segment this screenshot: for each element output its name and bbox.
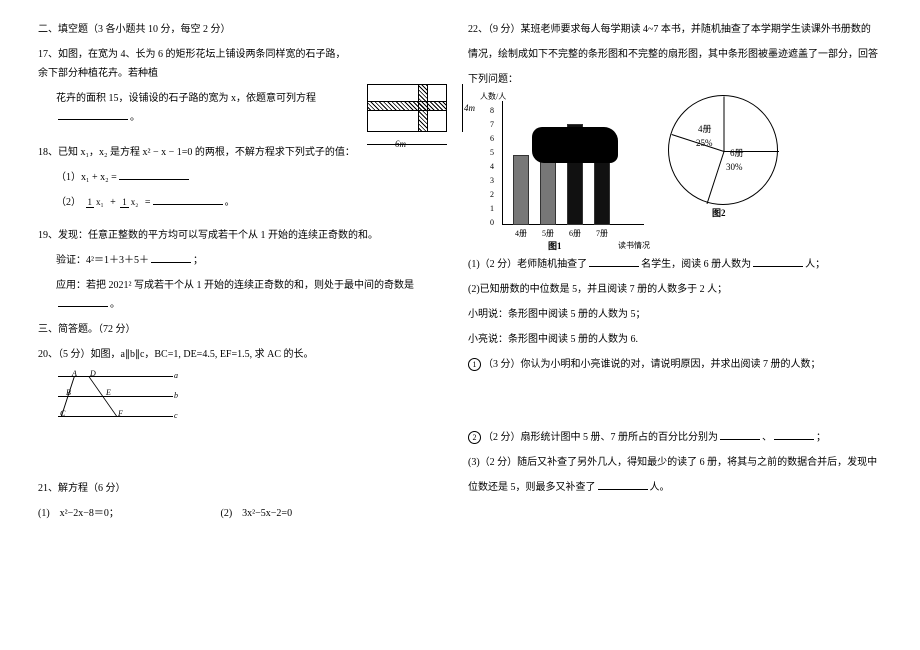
bar-5册 [540, 155, 556, 225]
q17-line2: 花卉的面积 15，设铺设的石子路的宽为 x，依题意可列方程。 6m 4m [38, 89, 452, 127]
pie-label-25%: 25% [696, 135, 713, 152]
label-4m: 4m [464, 100, 475, 117]
p4-l1: (3)（2 分）随后又补查了另外几人，得知最少的读了 6 册，将其与之前的数据合… [468, 453, 882, 472]
pie-label-30%: 30% [726, 159, 743, 176]
q18-1-blank [119, 168, 189, 180]
q19-apply: 应用：若把 2021² 写成若干个从 1 开始的连续正奇数的和，则处于最中间的奇… [38, 276, 452, 314]
section2-title: 二、填空题（3 各小题共 10 分，每空 2 分） [38, 20, 452, 39]
p4-l2: 位数还是 5，则最多又补查了人。 [468, 478, 882, 497]
p3: 2（2 分）扇形统计图中 5 册、7 册所占的百分比分别为、； [468, 428, 882, 447]
q22-l3: 下列问题： [468, 70, 882, 89]
ytick-1: 1 [490, 201, 494, 216]
q22-l2: 情况，绘制成如下不完整的条形图和不完整的扇形图，其中条形图被墨迹遮盖了一部分，回… [468, 45, 882, 64]
q18-2-blank [153, 193, 223, 205]
fraction-1-over-x2: 1x₂ [120, 198, 140, 208]
q21-eqs: (1) x²−2x−8＝0； (2) 3x²−5x−2=0 [38, 504, 452, 523]
right-column: 22、（9 分）某班老师要求每人每学期读 4~7 本书，并随机抽查了本学期学生读… [460, 20, 890, 630]
ytick-6: 6 [490, 131, 494, 146]
p3-blank2 [774, 428, 814, 440]
q21-eq1: (1) x²−2x−8＝0； [38, 504, 218, 523]
xlabel-7册: 7册 [592, 226, 612, 241]
p2a: 小明说：条形图中阅读 5 册的人数为 5； [468, 305, 882, 324]
pie-chart: 图2 4册25%6册30% [668, 95, 788, 220]
p2: (2)已知册数的中位数是 5，并且阅读 7 册的人数多于 2 人； [468, 280, 882, 299]
left-column: 二、填空题（3 各小题共 10 分，每空 2 分） 17、如图，在宽为 4、长为… [30, 20, 460, 630]
ytick-8: 8 [490, 103, 494, 118]
q20-stem: 20、（5 分）如图，a∥b∥c，BC=1, DE=4.5, EF=1.5, 求… [38, 345, 452, 364]
ytick-2: 2 [490, 187, 494, 202]
ytick-3: 3 [490, 173, 494, 188]
bar-4册 [513, 155, 529, 225]
ytick-4: 4 [490, 159, 494, 174]
pie-circle [668, 95, 778, 205]
ink-blot [532, 127, 618, 163]
xlabel-4册: 4册 [511, 226, 531, 241]
pie-slice-line [707, 151, 725, 204]
p4-blank [598, 478, 648, 490]
p1: (1)（2 分）老师随机抽查了名学生，阅读 6 册人数为人； [468, 255, 882, 274]
q19-apply-blank [58, 295, 108, 307]
bar-chart: 人数/人 读书情况 图1 0123456784册5册6册7册 [478, 95, 648, 245]
q19-discover: 19、发现：任意正整数的平方均可以写成若干个从 1 开始的连续正奇数的和。 [38, 226, 452, 245]
xlabel-5册: 5册 [538, 226, 558, 241]
parallel-lines-figure: A D B E C F a b c [58, 370, 178, 425]
section3-title: 三、简答题。（72 分） [38, 320, 452, 339]
q19-verify: 验证：4²＝1＋3＋5＋； [38, 251, 452, 270]
q17-line1: 17、如图，在宽为 4、长为 6 的矩形花坛上铺设两条同样宽的石子路，余下部分种… [38, 45, 452, 83]
flowerbed-figure: 6m 4m [367, 84, 457, 139]
q21-title: 21、解方程（6 分） [38, 479, 452, 498]
ytick-0: 0 [490, 215, 494, 230]
charts-row: 人数/人 读书情况 图1 0123456784册5册6册7册 图2 4册25%6… [478, 95, 882, 245]
q17-blank [58, 108, 128, 120]
q22-l1: 22、（9 分）某班老师要求每人每学期读 4~7 本书，并随机抽查了本学期学生读… [468, 20, 882, 39]
q18-part1: （1）x₁ + x₂ = [38, 168, 452, 187]
p2b: 小亮说：条形图中阅读 5 册的人数为 6. [468, 330, 882, 349]
q18-stem: 18、已知 x₁，x₂ 是方程 x² − x − 1=0 的两根，不解方程求下列… [38, 143, 452, 162]
fraction-1-over-x1: 1x₁ [86, 198, 106, 208]
p1-blank1 [589, 255, 639, 267]
q18-part2: （2） 1x₁ + 1x₂ =。 [38, 193, 452, 212]
ytick-7: 7 [490, 117, 494, 132]
pie-slice-line [724, 97, 725, 152]
fig2-label: 图2 [712, 205, 726, 222]
p3-blank1 [720, 428, 760, 440]
circled-2-icon: 2 [468, 431, 481, 444]
ytick-5: 5 [490, 145, 494, 160]
p1-blank2 [753, 255, 803, 267]
q21-eq2: (2) 3x²−5x−2=0 [221, 508, 293, 519]
circled-1-icon: 1 [468, 358, 481, 371]
x-axis-title: 读书情况 [618, 238, 650, 253]
q19-verify-blank [151, 251, 191, 263]
xlabel-6册: 6册 [565, 226, 585, 241]
p2c: 1（3 分）你认为小明和小亮谁说的对，请说明原因，并求出阅读 7 册的人数； [468, 355, 882, 374]
q17-text: 花卉的面积 15，设铺设的石子路的宽为 x，依题意可列方程 [56, 93, 316, 104]
